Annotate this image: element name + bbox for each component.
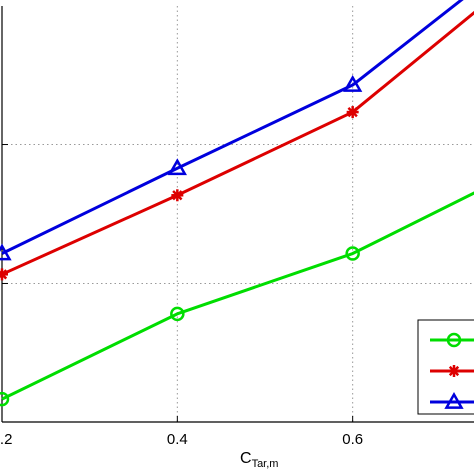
series-point bbox=[345, 246, 360, 261]
legend-entry-triangle bbox=[430, 391, 474, 409]
series-line bbox=[1, 0, 464, 255]
x-axis-title: CTar,m bbox=[240, 450, 278, 470]
series-point bbox=[446, 332, 462, 348]
series-point bbox=[0, 391, 10, 407]
x-tick-labels: 0.20.40.60.8 bbox=[0, 431, 363, 448]
series-point bbox=[448, 365, 460, 377]
series-line bbox=[1, 191, 474, 401]
legend-entry-circle bbox=[430, 332, 474, 348]
series-circle bbox=[0, 191, 474, 407]
legend-entry-asterisk bbox=[430, 365, 474, 377]
x-tick-label: 0.2 bbox=[0, 431, 12, 448]
x-axis-title-sub: Tar,m bbox=[252, 458, 279, 470]
series-point bbox=[346, 106, 359, 119]
series-asterisk bbox=[0, 10, 474, 281]
series-line bbox=[1, 10, 474, 276]
legend-box bbox=[417, 319, 474, 415]
series-point bbox=[170, 306, 185, 322]
series-point bbox=[444, 391, 464, 409]
legend bbox=[417, 319, 474, 415]
series-triangle bbox=[0, 0, 464, 261]
x-tick-label: 0.4 bbox=[167, 431, 188, 448]
series-layer bbox=[0, 0, 474, 407]
series-point bbox=[171, 189, 184, 202]
series-point bbox=[167, 158, 187, 176]
series-point bbox=[0, 243, 12, 261]
grid-lines bbox=[2, 6, 474, 422]
x-axis-title-main: C bbox=[240, 450, 252, 467]
series-point bbox=[343, 75, 363, 92]
plot-frame bbox=[1, 6, 474, 423]
series-point bbox=[0, 268, 8, 281]
x-tick-label: 0.6 bbox=[342, 431, 363, 448]
